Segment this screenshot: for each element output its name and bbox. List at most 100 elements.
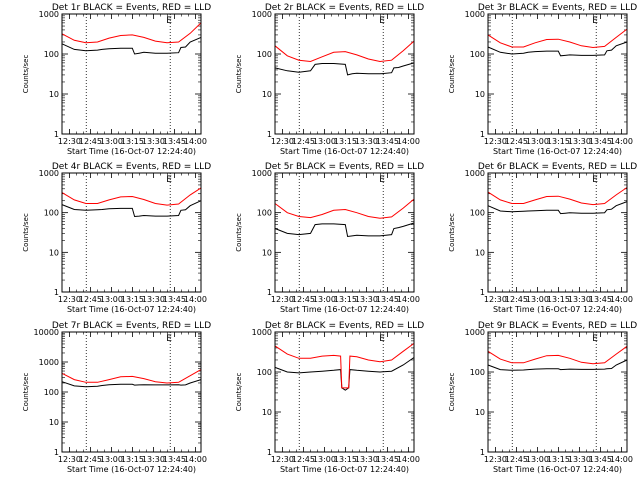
plot-frame <box>61 13 202 135</box>
y-tick-label: 1000 <box>252 328 272 337</box>
series-lld-line <box>274 198 415 219</box>
plot-frame <box>61 172 202 293</box>
panel-title: Det 8r BLACK = Events, RED = LLD <box>265 321 424 331</box>
y-tick-label: 10 <box>49 418 59 427</box>
x-tick-label: 13:30 <box>568 455 591 464</box>
x-tick-label: 13:15 <box>121 455 144 464</box>
y-tick-label: 10 <box>262 408 272 417</box>
x-tick-label: 13:30 <box>142 137 165 146</box>
y-axis-label: Counts/sec <box>22 373 30 412</box>
x-tick-label: 13:45 <box>589 455 612 464</box>
x-axis-label: Start Time (16-Oct-07 12:24:40) <box>280 147 409 156</box>
series-lld-line <box>61 187 202 206</box>
x-tick-label: 13:00 <box>526 137 549 146</box>
y-tick-label: 1000 <box>39 10 59 19</box>
y-axis-label: Counts/sec <box>448 373 456 412</box>
x-tick-label: 12:45 <box>79 295 102 304</box>
x-tick-label: 13:30 <box>568 137 591 146</box>
x-tick-label: 13:45 <box>163 455 186 464</box>
x-tick-label: 13:30 <box>355 295 378 304</box>
y-tick-label: 10000 <box>34 328 59 337</box>
x-tick-label: 12:45 <box>292 295 315 304</box>
x-tick-label: 13:15 <box>121 295 144 304</box>
corner-label: E <box>166 16 172 26</box>
panel-3: Det 3r BLACK = Events, RED = LLD Counts/s… <box>448 3 637 156</box>
y-axis-label: Counts/sec <box>448 55 456 94</box>
panel-title: Det 7r BLACK = Events, RED = LLD <box>52 321 211 331</box>
x-tick-label: 13:15 <box>334 137 357 146</box>
x-axis-label: Start Time (16-Oct-07 12:24:40) <box>67 147 196 156</box>
y-tick-label: 1000 <box>39 169 59 178</box>
x-tick-label: 13:00 <box>100 455 123 464</box>
x-tick-label: 12:30 <box>58 295 81 304</box>
y-tick-label: 1 <box>267 288 272 297</box>
x-tick-label: 12:45 <box>505 455 528 464</box>
y-tick-label: 1000 <box>465 10 485 19</box>
series-events-line <box>487 201 628 215</box>
y-tick-label: 1 <box>54 288 59 297</box>
x-tick-label: 13:00 <box>526 455 549 464</box>
series-events-line <box>274 62 415 76</box>
x-tick-label: 13:00 <box>100 295 123 304</box>
panel-5: Det 5r BLACK = Events, RED = LLD Counts/s… <box>235 162 424 314</box>
panel-9: Det 9r BLACK = Events, RED = LLD Counts/s… <box>448 321 637 474</box>
y-tick-label: 1 <box>54 130 59 139</box>
x-tick-label: 14:00 <box>184 455 207 464</box>
y-tick-label: 100 <box>470 50 485 59</box>
panel-title: Det 4r BLACK = Events, RED = LLD <box>52 162 211 172</box>
x-tick-label: 14:00 <box>397 455 420 464</box>
y-tick-label: 100 <box>257 50 272 59</box>
x-tick-label: 14:00 <box>184 137 207 146</box>
y-tick-label: 1 <box>480 288 485 297</box>
x-tick-label: 14:00 <box>610 295 633 304</box>
x-tick-label: 12:45 <box>505 137 528 146</box>
panel-title: Det 1r BLACK = Events, RED = LLD <box>52 3 211 13</box>
y-tick-label: 1 <box>267 448 272 457</box>
y-tick-label: 1 <box>480 448 485 457</box>
y-tick-label: 10 <box>262 248 272 257</box>
panel-title: Det 2r BLACK = Events, RED = LLD <box>265 3 424 13</box>
x-tick-label: 13:45 <box>163 137 186 146</box>
x-tick-label: 13:15 <box>547 455 570 464</box>
y-tick-label: 1 <box>480 130 485 139</box>
x-tick-label: 13:30 <box>142 295 165 304</box>
x-tick-label: 13:00 <box>313 137 336 146</box>
panel-7: Det 7r BLACK = Events, RED = LLD Counts/s… <box>22 321 211 474</box>
x-tick-label: 13:30 <box>568 295 591 304</box>
x-tick-label: 12:30 <box>271 137 294 146</box>
x-tick-label: 13:15 <box>334 455 357 464</box>
panel-title: Det 5r BLACK = Events, RED = LLD <box>265 162 424 172</box>
x-tick-label: 13:15 <box>547 137 570 146</box>
x-tick-label: 14:00 <box>610 455 633 464</box>
y-tick-label: 10 <box>475 248 485 257</box>
y-tick-label: 10 <box>262 90 272 99</box>
y-tick-label: 10 <box>475 90 485 99</box>
x-tick-label: 12:30 <box>58 137 81 146</box>
series-lld-line <box>274 342 415 389</box>
plot-frame <box>274 331 415 453</box>
x-tick-label: 13:45 <box>163 295 186 304</box>
y-tick-label: 100 <box>257 368 272 377</box>
y-tick-label: 1000 <box>465 328 485 337</box>
plot-frame <box>61 331 202 453</box>
x-tick-label: 12:30 <box>271 295 294 304</box>
series-events-line <box>274 357 415 391</box>
x-axis-label: Start Time (16-Oct-07 12:24:40) <box>67 305 196 314</box>
y-axis-label: Counts/sec <box>22 213 30 252</box>
series-lld-line <box>61 369 202 384</box>
y-tick-label: 1000 <box>252 10 272 19</box>
panel-8: Det 8r BLACK = Events, RED = LLD Counts/s… <box>235 321 424 474</box>
plot-frame <box>487 13 628 135</box>
y-tick-label: 100 <box>470 209 485 218</box>
series-events-line <box>61 200 202 218</box>
x-tick-label: 12:45 <box>292 137 315 146</box>
series-events-line <box>61 379 202 388</box>
plot-frame <box>487 172 628 293</box>
series-events-line <box>274 222 415 238</box>
corner-label: E <box>379 16 385 26</box>
y-axis-label: Counts/sec <box>22 55 30 94</box>
panel-title: Det 3r BLACK = Events, RED = LLD <box>478 3 637 13</box>
series-lld-line <box>487 28 628 49</box>
plot-frame <box>487 331 628 453</box>
